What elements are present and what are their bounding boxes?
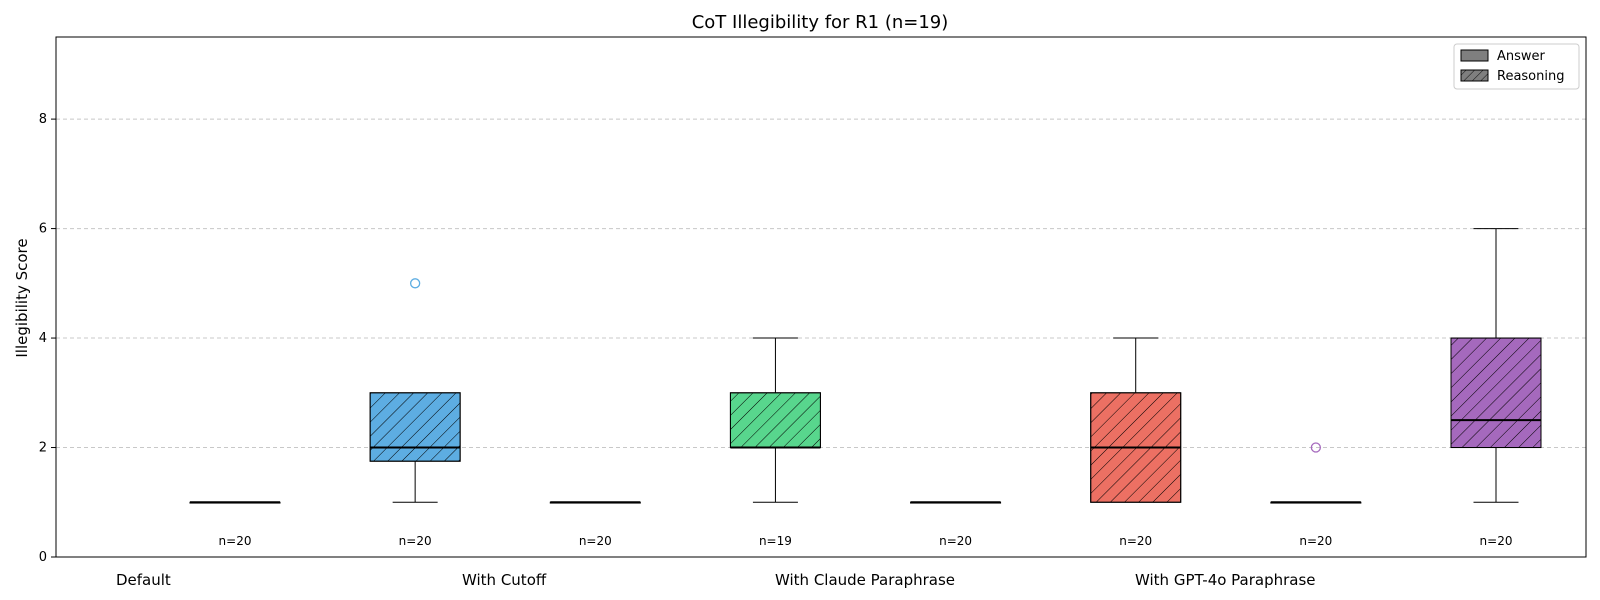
y-axis-ticks: 0 2 4 6 8 xyxy=(39,112,56,565)
group-label-3: With Claude Paraphrase xyxy=(775,571,955,589)
y-axis-label: Illegibility Score xyxy=(13,238,31,357)
n-label-7: n=20 xyxy=(1299,534,1332,548)
legend-label-answer: Answer xyxy=(1497,49,1546,64)
group-label-1: Default xyxy=(116,571,171,589)
box-5-answer xyxy=(910,501,1002,504)
n-label-8: n=20 xyxy=(1480,534,1513,548)
n-label-3: n=20 xyxy=(579,534,612,548)
group-label-4: With GPT-4o Paraphrase xyxy=(1135,571,1316,589)
box-hatch xyxy=(369,392,461,462)
box-4-reasoning xyxy=(729,337,821,503)
n-label-2: n=20 xyxy=(399,534,432,548)
legend-label-reasoning: Reasoning xyxy=(1497,69,1564,84)
group-label-2: With Cutoff xyxy=(462,571,547,589)
plot-frame xyxy=(55,36,1587,558)
n-label-1: n=20 xyxy=(219,534,252,548)
gridlines xyxy=(56,118,1586,449)
legend: Answer Reasoning xyxy=(1453,43,1580,90)
legend-swatch-reasoning xyxy=(1460,69,1489,82)
box-hatch xyxy=(1450,337,1542,449)
n-label-4: n=19 xyxy=(759,534,792,548)
legend-swatch-answer xyxy=(1460,49,1489,62)
n-label-6: n=20 xyxy=(1119,534,1152,548)
y-tick-label-6: 6 xyxy=(39,222,47,237)
boxes xyxy=(189,228,1542,504)
y-tick-label-0: 0 xyxy=(39,550,47,565)
y-tick-label-8: 8 xyxy=(39,112,47,127)
y-tick-label-4: 4 xyxy=(39,331,47,346)
n-label-5: n=20 xyxy=(939,534,972,548)
y-tick-label-2: 2 xyxy=(39,441,47,456)
box-2-reasoning xyxy=(369,278,461,503)
outlier-point xyxy=(1310,442,1322,453)
box-7-answer xyxy=(1270,442,1362,504)
box-8-reasoning xyxy=(1450,228,1542,503)
box-3-answer xyxy=(549,501,641,504)
outlier-point xyxy=(409,278,421,289)
chart-title: CoT Illegibility for R1 (n=19) xyxy=(692,12,949,33)
box-1-answer xyxy=(189,501,281,504)
group-labels: Default With Cutoff With Claude Paraphrase… xyxy=(116,571,1316,589)
sample-size-labels: n=20 n=20 n=20 n=19 n=20 n=20 n=20 n=20 xyxy=(219,534,1513,548)
box-hatch xyxy=(729,392,821,449)
box-6-reasoning xyxy=(1090,337,1182,503)
